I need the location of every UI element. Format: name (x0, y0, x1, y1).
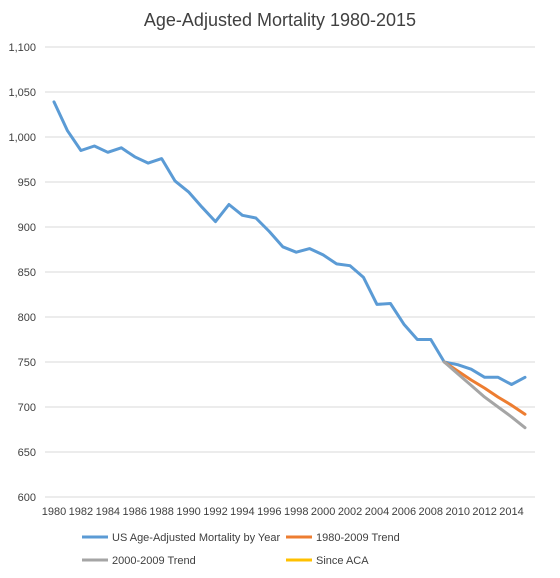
x-tick-label: 1996 (257, 506, 281, 518)
x-tick-label: 1982 (69, 506, 93, 518)
chart-title: Age-Adjusted Mortality 1980-2015 (144, 10, 416, 30)
y-tick-label: 900 (18, 222, 36, 234)
legend-label: 1980-2009 Trend (316, 532, 400, 544)
x-tick-label: 2010 (445, 506, 469, 518)
y-tick-label: 1,000 (8, 132, 36, 144)
gridlines (45, 46, 535, 498)
x-tick-label: 2008 (419, 506, 443, 518)
x-tick-label: 1986 (123, 506, 147, 518)
legend-label: Since ACA (316, 555, 369, 567)
y-tick-label: 750 (18, 357, 36, 369)
y-tick-label: 650 (18, 447, 36, 459)
series-line-1 (442, 360, 527, 416)
x-tick-label: 1994 (230, 506, 254, 518)
x-tick-label: 1992 (203, 506, 227, 518)
y-tick-label: 600 (18, 492, 36, 504)
legend-label: US Age-Adjusted Mortality by Year (112, 532, 280, 544)
x-axis-tick-labels: 1980 1982 1984 1986 1988 1990 1992 1994 1996 1998… (42, 506, 524, 518)
y-tick-label: 700 (18, 402, 36, 414)
y-tick-label: 1,050 (8, 87, 36, 99)
x-tick-label: 2004 (365, 506, 389, 518)
x-tick-label: 2012 (472, 506, 496, 518)
plot-area (52, 100, 527, 430)
x-tick-label: 1980 (42, 506, 66, 518)
x-tick-label: 1984 (96, 506, 120, 518)
legend: US Age-Adjusted Mortality by Year 1980-20… (82, 532, 400, 567)
x-tick-label: 2000 (311, 506, 335, 518)
y-tick-label: 850 (18, 267, 36, 279)
y-tick-label: 1,100 (8, 42, 36, 54)
x-tick-label: 1990 (176, 506, 200, 518)
x-tick-label: 2002 (338, 506, 362, 518)
series-line-2 (442, 360, 527, 430)
series-line-0 (52, 100, 527, 386)
x-tick-label: 2014 (499, 506, 523, 518)
y-tick-label: 950 (18, 177, 36, 189)
x-tick-label: 1988 (149, 506, 173, 518)
y-axis-tick-labels: 600 650 700 750 800 850 900 950 1,000 1,050 1,100 (8, 42, 36, 504)
x-tick-label: 1998 (284, 506, 308, 518)
y-tick-label: 800 (18, 312, 36, 324)
x-tick-label: 2006 (392, 506, 416, 518)
legend-label: 2000-2009 Trend (112, 555, 196, 567)
